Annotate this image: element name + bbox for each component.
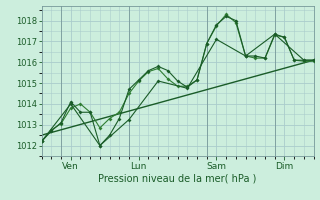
X-axis label: Pression niveau de la mer( hPa ): Pression niveau de la mer( hPa ) [99,173,257,183]
